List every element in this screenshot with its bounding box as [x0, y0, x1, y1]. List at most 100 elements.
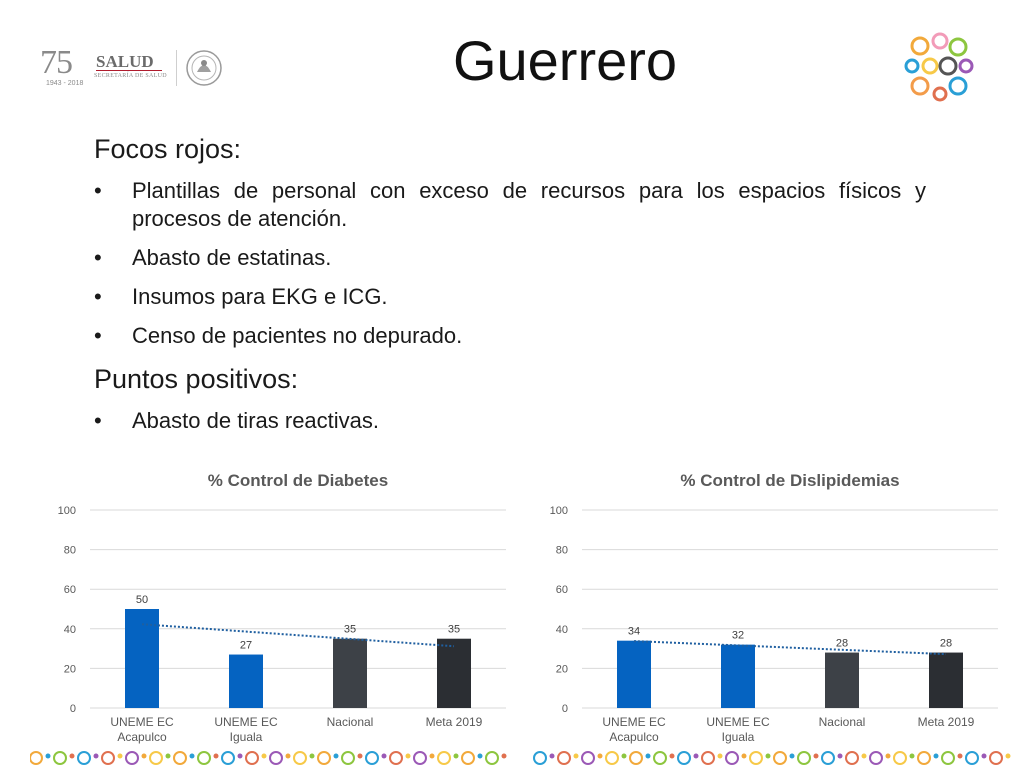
category-label: Nacional	[327, 715, 374, 729]
chart-dislipidemias-svg: % Control de Dislipidemias 0 20 40 60 80 100 34…	[550, 471, 998, 744]
footer-dot	[93, 753, 99, 759]
category-label: Nacional	[819, 715, 866, 729]
slide-content: Focos rojos: Plantillas de personal con …	[94, 134, 926, 446]
footer-motif	[749, 751, 763, 765]
chart-dislipidemias: % Control de Dislipidemias 0 20 40 60 80 100 34…	[532, 460, 1012, 760]
y-tick-label: 40	[64, 624, 76, 636]
footer-dot	[405, 753, 411, 759]
category-label: Iguala	[722, 730, 755, 744]
footer-motif	[173, 751, 187, 765]
footer-dot	[909, 753, 915, 759]
footer-motif	[581, 751, 595, 765]
y-tick-label: 20	[64, 663, 76, 675]
footer-motif	[533, 751, 547, 765]
data-label: 28	[940, 638, 952, 650]
footer-dot	[741, 753, 747, 759]
footer-dot	[573, 753, 579, 759]
footer-motif	[317, 751, 331, 765]
footer-motif	[725, 751, 739, 765]
positivos-heading: Puntos positivos:	[94, 364, 299, 394]
footer-dot	[957, 753, 963, 759]
chart-diabetes-svg: % Control de Diabetes 0 20 40 60 80 100 50 UNEME…	[58, 471, 506, 744]
y-tick-label: 0	[562, 703, 568, 715]
y-tick-label: 60	[64, 584, 76, 596]
chart-diabetes: % Control de Diabetes 0 20 40 60 80 100 50 UNEME…	[40, 460, 520, 760]
bar	[333, 638, 367, 708]
footer-motif	[197, 751, 211, 765]
footer-motif	[221, 751, 235, 765]
chart-title: % Control de Dislipidemias	[680, 471, 899, 490]
footer-motif	[677, 751, 691, 765]
footer-dot	[765, 753, 771, 759]
footer-motif	[869, 751, 883, 765]
footer-motif	[941, 751, 955, 765]
y-tick-label: 20	[556, 663, 568, 675]
y-tick-label: 80	[556, 545, 568, 557]
footer-dot	[45, 753, 51, 759]
data-label: 50	[136, 594, 148, 606]
footer-motif	[773, 751, 787, 765]
footer-motif	[365, 751, 379, 765]
footer-dot	[549, 753, 555, 759]
footer-dot	[669, 753, 675, 759]
y-tick-label: 40	[556, 624, 568, 636]
focos-heading: Focos rojos:	[94, 134, 242, 164]
footer-motif	[893, 751, 907, 765]
footer-motif	[821, 751, 835, 765]
bar	[825, 652, 859, 708]
logo-years: 1943 - 2018	[46, 80, 84, 87]
footer-dot	[645, 753, 651, 759]
positivos-list: Abasto de tiras reactivas.	[94, 407, 926, 435]
footer-dot	[789, 753, 795, 759]
footer-dot	[309, 753, 315, 759]
footer-motif	[149, 751, 163, 765]
list-item: Censo de pacientes no depurado.	[94, 322, 926, 350]
footer-dot	[357, 753, 363, 759]
bar	[437, 638, 471, 708]
footer-dot	[1005, 753, 1011, 759]
footer-motif	[917, 751, 931, 765]
salud-logo: 75 1943 - 2018 SALUD SECRETARÍA DE SALUD	[40, 44, 230, 94]
category-label: Acapulco	[609, 730, 659, 744]
footer-dot	[621, 753, 627, 759]
logo-divider	[176, 50, 177, 86]
footer-motif	[797, 751, 811, 765]
footer-dot	[981, 753, 987, 759]
trendline	[633, 640, 947, 656]
footer-motif	[125, 751, 139, 765]
footer-dot	[333, 753, 339, 759]
logo-secretaria: SECRETARÍA DE SALUD	[94, 73, 167, 79]
footer-motif	[341, 751, 355, 765]
data-label: 35	[448, 624, 460, 636]
logo-salud: SALUD	[96, 52, 154, 71]
y-tick-label: 80	[64, 545, 76, 557]
trendline	[141, 623, 455, 648]
footer-motif	[53, 751, 67, 765]
footer-motif	[485, 751, 499, 765]
category-label: Meta 2019	[918, 715, 975, 729]
footer-pattern	[30, 751, 1011, 765]
footer-motif	[605, 751, 619, 765]
bar	[721, 644, 755, 708]
focos-list: Plantillas de personal con exceso de rec…	[94, 177, 926, 350]
y-tick-label: 100	[550, 505, 568, 517]
category-label: UNEME EC	[706, 715, 770, 729]
logo-75: 75	[40, 44, 73, 81]
footer-dot	[165, 753, 171, 759]
footer-dot	[501, 753, 507, 759]
data-label: 34	[628, 626, 640, 638]
footer-dot	[381, 753, 387, 759]
footer-dot	[261, 753, 267, 759]
footer-motif	[77, 751, 91, 765]
footer-motif	[389, 751, 403, 765]
footer-dot	[477, 753, 483, 759]
data-label: 27	[240, 640, 252, 652]
footer-motif	[701, 751, 715, 765]
footer-dot	[69, 753, 75, 759]
footer-dot	[885, 753, 891, 759]
footer-dot	[189, 753, 195, 759]
footer-dot	[117, 753, 123, 759]
category-label: Iguala	[230, 730, 263, 744]
footer-dot	[237, 753, 243, 759]
page-title: Guerrero	[452, 29, 678, 92]
